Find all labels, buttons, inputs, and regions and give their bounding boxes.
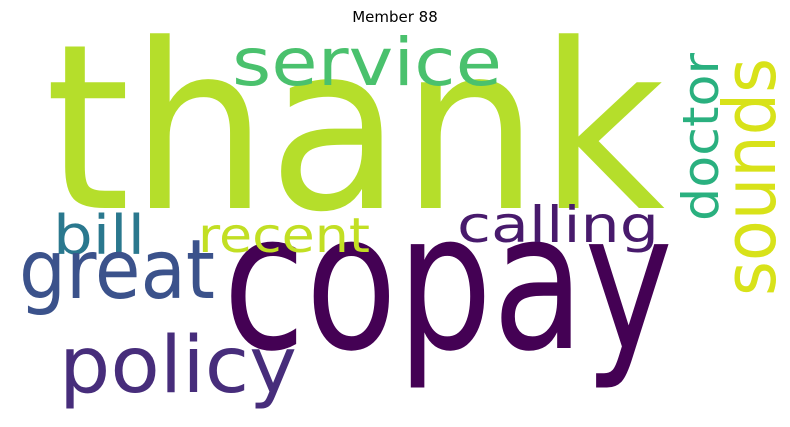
word-doctor: doctor [672,53,730,221]
word-recent: recent [198,208,370,264]
word-calling: calling [457,196,659,254]
word-sounds: sounds [708,58,790,296]
word-service: service [232,24,502,101]
word-thank: thank [45,0,665,263]
word-great: great [19,223,215,318]
word-policy: policy [59,321,297,411]
chart-title: Member 88 [352,8,438,26]
word-bill: bill [53,204,145,267]
word-copay: copay [223,172,673,393]
